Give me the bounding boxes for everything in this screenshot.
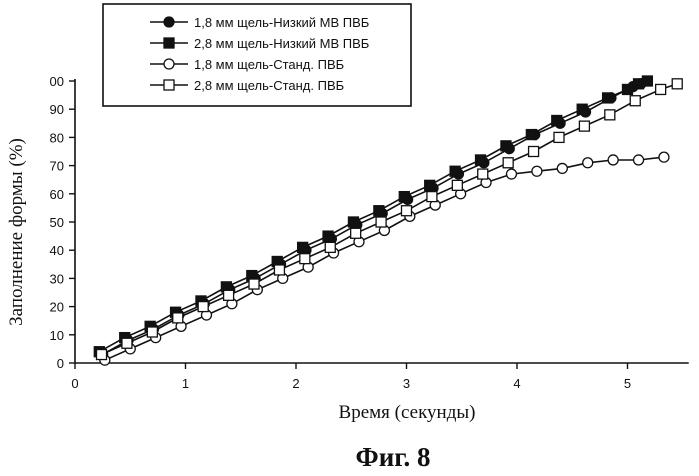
data-point: [122, 338, 132, 348]
data-point: [532, 166, 542, 176]
data-point: [656, 84, 666, 94]
data-point: [198, 302, 208, 312]
data-point: [97, 350, 107, 360]
data-point: [577, 104, 587, 114]
y-tick-label: 50: [50, 215, 64, 230]
x-tick-label: 3: [403, 376, 410, 391]
legend-marker: [164, 80, 174, 90]
data-point: [147, 327, 157, 337]
y-tick-label: 90: [50, 102, 64, 117]
data-point: [501, 141, 511, 151]
data-point: [450, 166, 460, 176]
legend-marker: [164, 38, 174, 48]
data-point: [552, 115, 562, 125]
data-point: [634, 155, 644, 165]
y-tick-label: 80: [50, 130, 64, 145]
y-ticks: 0 10 20 30 40 50 60 70 80 90 00: [50, 74, 75, 371]
data-point: [579, 121, 589, 131]
x-tick-label: 2: [292, 376, 299, 391]
y-tick-label: 00: [50, 74, 64, 89]
data-point: [529, 147, 539, 157]
data-point: [476, 155, 486, 165]
x-ticks: 0 1 2 3 4 5: [71, 363, 631, 391]
data-point: [224, 290, 234, 300]
y-axis-title: Заполнение формы (%): [6, 138, 27, 326]
data-point: [173, 313, 183, 323]
data-point: [323, 231, 333, 241]
series-3: [100, 152, 669, 365]
data-point: [506, 169, 516, 179]
y-tick-label: 70: [50, 159, 64, 174]
data-point: [348, 217, 358, 227]
data-point: [526, 130, 536, 140]
y-tick-label: 30: [50, 271, 64, 286]
y-tick-label: 40: [50, 243, 64, 258]
data-point: [642, 76, 652, 86]
data-point: [659, 152, 669, 162]
data-point: [249, 279, 259, 289]
data-point: [374, 206, 384, 216]
y-tick-label: 10: [50, 328, 64, 343]
x-tick-label: 0: [71, 376, 78, 391]
series-4: [97, 79, 683, 360]
data-point: [605, 110, 615, 120]
legend-label: 1,8 мм щель-Низкий МВ ПВБ: [194, 15, 369, 30]
series-line: [105, 157, 664, 360]
data-point: [402, 206, 412, 216]
legend: 1,8 мм щель-Низкий МВ ПВБ 2,8 мм щель-Низ…: [103, 4, 411, 106]
data-point: [557, 163, 567, 173]
data-point: [623, 84, 633, 94]
data-point: [399, 192, 409, 202]
legend-label: 1,8 мм щель-Станд. ПВБ: [194, 57, 344, 72]
data-point: [298, 242, 308, 252]
y-tick-label: 60: [50, 187, 64, 202]
data-point: [583, 158, 593, 168]
data-point: [478, 169, 488, 179]
x-tick-label: 1: [182, 376, 189, 391]
series-layer: [94, 76, 682, 365]
x-tick-label: 5: [624, 376, 631, 391]
x-axis-title: Время (секунды): [339, 402, 476, 423]
data-point: [603, 93, 613, 103]
data-point: [376, 217, 386, 227]
figure-caption: Фиг. 8: [356, 442, 431, 472]
legend-marker: [164, 59, 174, 69]
data-point: [630, 96, 640, 106]
data-point: [427, 192, 437, 202]
data-point: [452, 180, 462, 190]
legend-label: 2,8 мм щель-Низкий МВ ПВБ: [194, 36, 369, 51]
series-line: [102, 84, 678, 355]
data-point: [554, 132, 564, 142]
plot-area: 0 10 20 30 40 50 60 70 80 90 00 0 1 2 3 4 5: [50, 74, 689, 391]
data-point: [300, 254, 310, 264]
data-point: [608, 155, 618, 165]
x-tick-label: 4: [513, 376, 520, 391]
data-point: [325, 242, 335, 252]
data-point: [672, 79, 682, 89]
data-point: [351, 228, 361, 238]
data-point: [425, 180, 435, 190]
y-tick-label: 20: [50, 300, 64, 315]
y-tick-label: 0: [57, 356, 64, 371]
data-point: [503, 158, 513, 168]
legend-marker: [164, 17, 174, 27]
legend-label: 2,8 мм щель-Станд. ПВБ: [194, 78, 344, 93]
data-point: [274, 265, 284, 275]
